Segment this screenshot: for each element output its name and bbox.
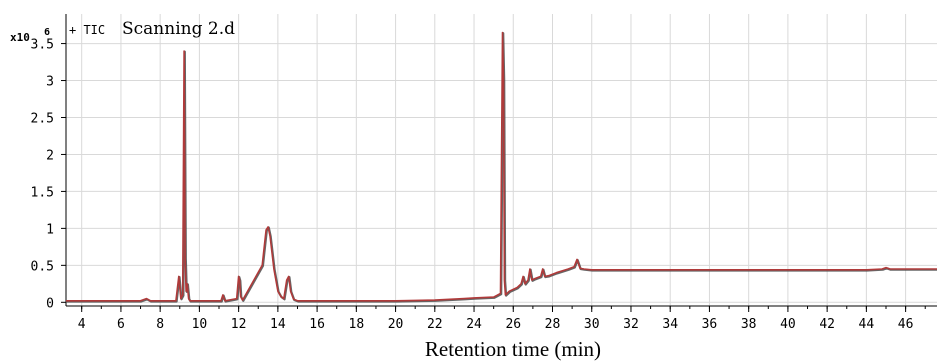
x-tick-label: 30 [584,317,600,332]
x-tick-label: 8 [156,317,164,332]
x-tick-label: 16 [309,317,325,332]
series-line [66,31,937,302]
y-tick-label: 3.5 [31,38,54,53]
x-tick-label: 34 [662,317,678,332]
y-tick-label: 1 [46,222,54,237]
axis-layer [61,14,937,312]
y-scale-label: x10 [10,31,30,44]
y-tick-label: 0.5 [31,259,54,274]
x-tick-label: 44 [859,317,875,332]
x-tick-label: 36 [702,317,718,332]
x-tick-label: 28 [545,317,561,332]
y-tick-labels: 0 0.5 1 1.5 2 2.5 3 3.5 [31,38,54,312]
y-tick-label: 0 [46,296,54,311]
chart-title-prefix: + TIC [69,23,105,37]
x-tick-label: 20 [388,317,404,332]
x-tick-label: 6 [117,317,125,332]
x-tick-labels: 4 6 8 10 12 14 16 18 20 22 24 26 28 30 32 34 36 38 40 42 44 4… [78,317,914,332]
chart-title: Scanning 2.d [122,19,235,39]
y-tick-label: 2 [46,148,54,163]
x-tick-label: 4 [78,317,86,332]
x-tick-label: 46 [898,317,914,332]
x-tick-label: 22 [427,317,443,332]
y-tick-label: 1.5 [31,185,54,200]
x-tick-label: 26 [505,317,521,332]
x-tick-label: 40 [780,317,796,332]
x-tick-label: 42 [819,317,835,332]
y-tick-label: 3 [46,75,54,90]
x-axis-label: Retention time (min) [425,337,601,361]
x-tick-label: 14 [270,317,286,332]
x-tick-label: 38 [741,317,757,332]
x-tick-label: 18 [349,317,365,332]
x-tick-label: 32 [623,317,639,332]
y-tick-label: 2.5 [31,111,54,126]
x-tick-label: 12 [231,317,247,332]
series-layer [66,31,937,303]
x-tick-label: 24 [466,317,482,332]
x-tick-label: 10 [192,317,208,332]
y-scale-exponent: 6 [44,27,50,38]
